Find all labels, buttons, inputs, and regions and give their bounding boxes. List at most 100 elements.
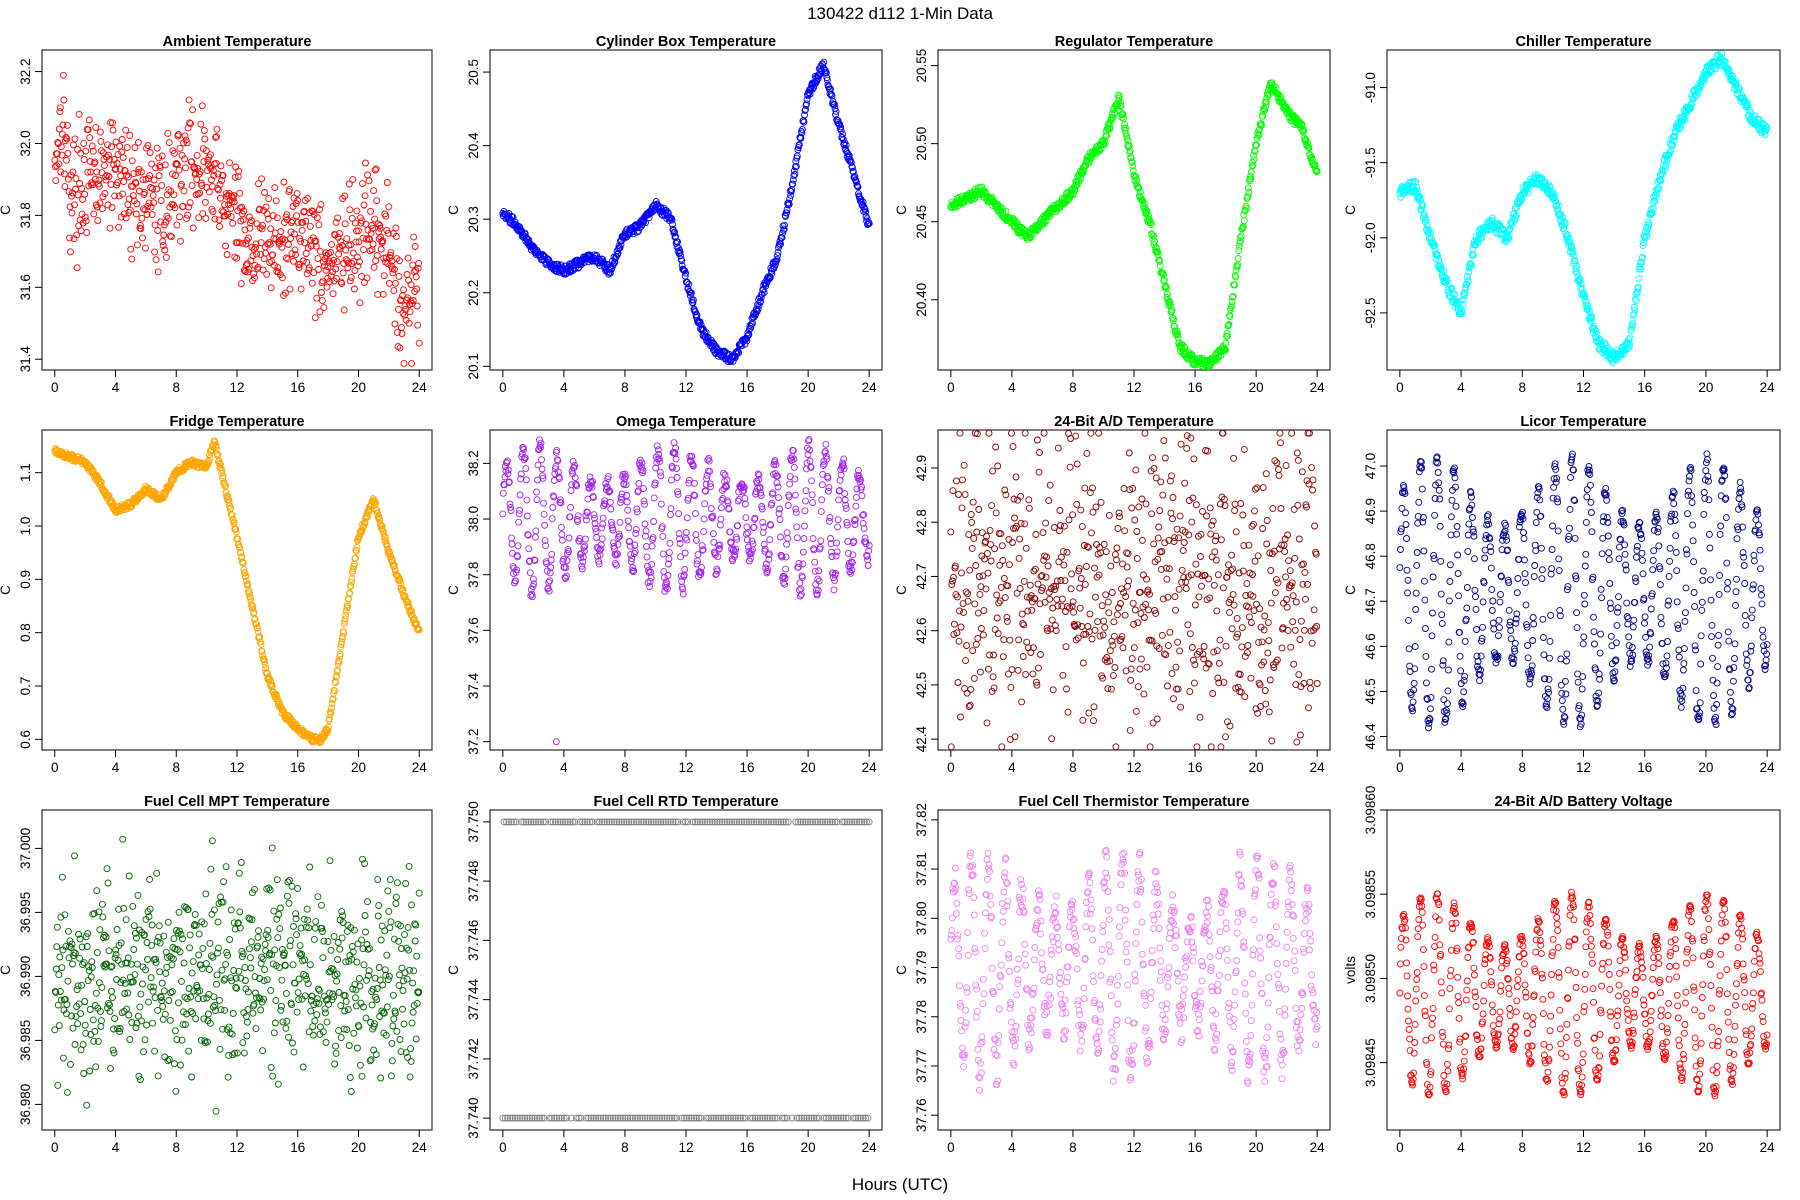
data-point (967, 685, 975, 693)
data-point (292, 251, 300, 259)
data-point (1247, 168, 1255, 176)
data-point (795, 141, 803, 149)
data-point (102, 173, 109, 181)
data-point (86, 157, 94, 165)
data-point (802, 497, 809, 505)
x-tick-label: 20 (801, 380, 816, 395)
data-point (744, 529, 752, 537)
data-point (582, 516, 590, 524)
data-point (1120, 485, 1128, 493)
data-point (178, 151, 186, 159)
data-point (242, 240, 250, 248)
data-point (733, 350, 741, 358)
data-point (1176, 512, 1184, 520)
data-point (400, 286, 407, 294)
data-point (955, 491, 962, 498)
data-point (1166, 628, 1174, 636)
data-point (338, 242, 346, 249)
data-point (1161, 454, 1169, 462)
data-point (367, 207, 375, 215)
data-point (90, 210, 98, 218)
data-point (82, 217, 90, 225)
data-point (995, 599, 1003, 607)
data-point (741, 500, 749, 508)
data-point (1159, 491, 1167, 499)
data-point (201, 135, 209, 143)
data-point (1006, 735, 1014, 743)
data-point (398, 330, 406, 337)
data-point (974, 609, 982, 617)
data-point (365, 177, 373, 185)
data-point (643, 543, 650, 550)
x-tick-label: 4 (1008, 760, 1016, 775)
data-point (366, 236, 374, 244)
data-point (692, 531, 700, 539)
data-point (1044, 562, 1052, 570)
data-point (569, 457, 577, 465)
data-point (229, 219, 237, 227)
data-point (1178, 566, 1186, 574)
data-point (68, 209, 76, 217)
data-point (1048, 735, 1056, 743)
data-point (263, 270, 271, 278)
data-point (414, 264, 422, 272)
data-point (166, 232, 174, 240)
data-point (1035, 664, 1042, 672)
data-point (836, 476, 844, 484)
data-point (266, 240, 274, 248)
data-point (801, 111, 808, 119)
data-point (318, 297, 326, 305)
data-point (333, 274, 341, 282)
x-tick-label: 24 (1760, 380, 1776, 395)
data-point (148, 160, 156, 168)
data-point (1145, 606, 1152, 614)
data-point (1164, 642, 1172, 650)
data-point (992, 443, 1000, 451)
data-point (78, 185, 86, 192)
data-point (786, 473, 794, 481)
data-point (1057, 553, 1065, 561)
data-point (1167, 509, 1175, 517)
data-point (57, 143, 65, 151)
data-point (305, 264, 313, 272)
x-tick-label: 12 (1126, 760, 1141, 775)
data-point (984, 549, 991, 557)
data-point (377, 245, 385, 253)
data-point (961, 491, 969, 499)
data-point (833, 539, 841, 547)
data-point (830, 101, 838, 109)
data-point (241, 226, 249, 234)
data-point (793, 523, 801, 531)
data-point (1156, 262, 1164, 270)
data-point (1182, 585, 1190, 592)
data-point (1107, 685, 1115, 693)
data-point (183, 215, 191, 223)
data-point (755, 301, 763, 309)
data-point (1127, 676, 1135, 684)
x-tick-label: 8 (1069, 760, 1077, 775)
data-point (1156, 507, 1164, 515)
data-point (1016, 535, 1024, 543)
data-point (803, 100, 810, 108)
data-point (1113, 611, 1121, 619)
data-point (1169, 494, 1177, 501)
data-point (358, 272, 365, 280)
data-point (817, 508, 825, 516)
data-point (52, 177, 60, 185)
data-point (354, 227, 362, 235)
data-point (1126, 726, 1134, 734)
data-point (55, 160, 63, 168)
data-point (336, 230, 344, 238)
data-point (293, 190, 301, 198)
data-point (1171, 593, 1179, 601)
data-point (120, 178, 128, 186)
data-point (196, 168, 204, 176)
y-tick-label: -92.0 (1363, 222, 1378, 253)
data-point (716, 521, 724, 529)
data-point (1148, 510, 1156, 518)
data-point (340, 306, 348, 314)
data-point (640, 485, 647, 493)
data-point (72, 175, 80, 182)
data-point (717, 515, 725, 523)
